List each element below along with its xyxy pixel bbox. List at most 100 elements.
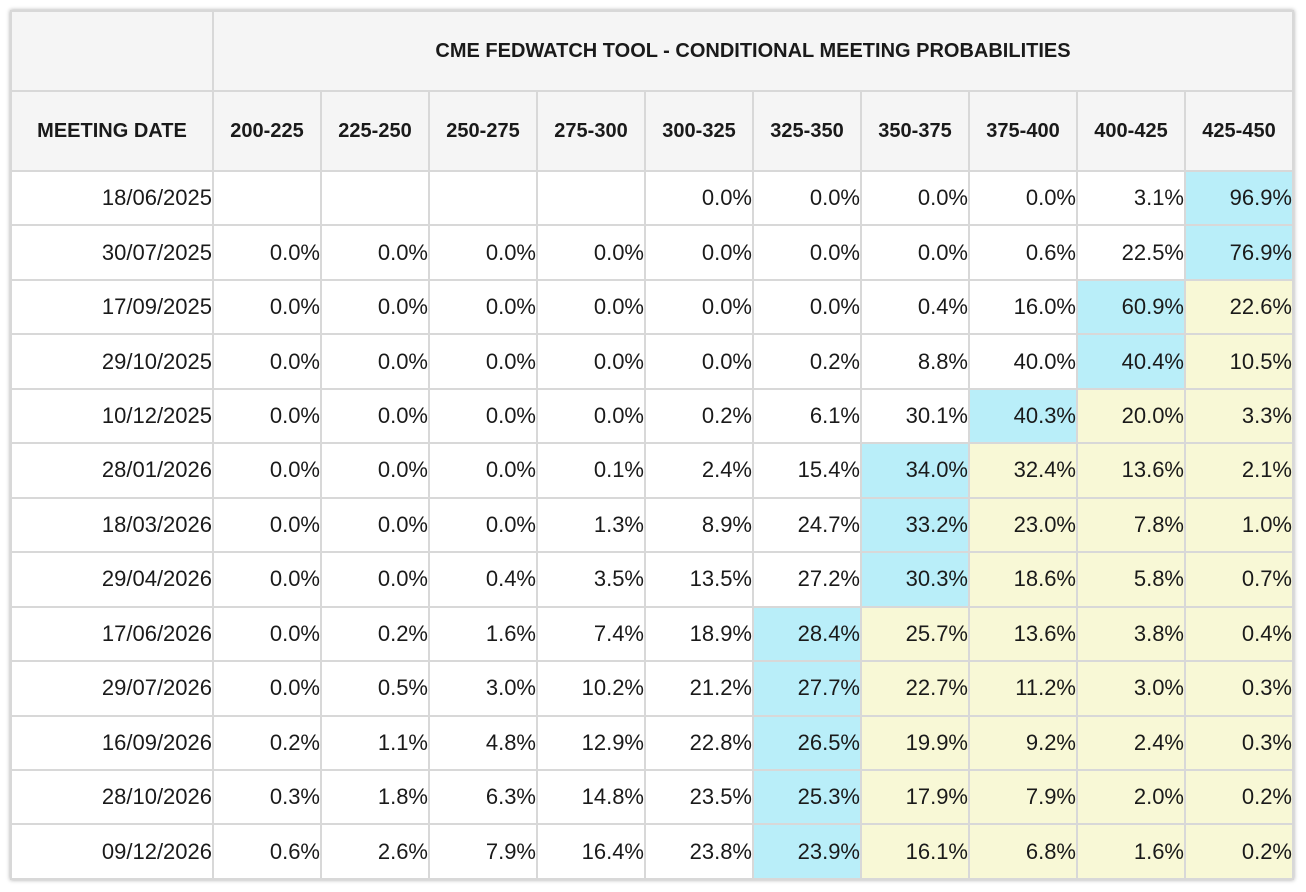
probability-cell: 12.9% [536,714,646,771]
probability-cell: 0.0% [644,224,754,281]
probability-cell: 0.0% [320,551,430,608]
fedwatch-table-frame: CME FEDWATCH TOOL - CONDITIONAL MEETING … [10,10,1294,880]
probability-cell: 0.0% [212,605,322,663]
probability-cell-above-mode: 7.9% [968,768,1078,826]
probability-cell: 0.0% [212,442,322,499]
probability-cell: 0.5% [320,660,430,717]
probability-cell: 0.0% [968,169,1078,227]
probability-cell-mode: 76.9% [1184,224,1294,281]
meeting-date-cell: 29/10/2025 [10,333,214,390]
rate-range-header: 400-425 [1076,90,1186,172]
rate-range-header: 275-300 [536,90,646,172]
probability-cell-above-mode: 13.6% [1076,442,1186,499]
meeting-date-cell: 30/07/2025 [10,224,214,281]
probability-cell: 0.0% [644,333,754,390]
table-row: 16/09/2026 0.2% 1.1% 4.8% 12.9% 22.8% 26.5% 19.… [10,714,1294,771]
probability-cell: 16.0% [968,278,1078,336]
probability-cell: 14.8% [536,768,646,826]
probability-cell: 0.0% [320,333,430,390]
probability-cell: 0.0% [536,387,646,445]
probability-cell: 7.9% [428,823,538,880]
probability-cell-above-mode: 16.1% [860,823,970,880]
probability-cell: 1.8% [320,768,430,826]
probability-cell: 10.2% [536,660,646,717]
table-row: 29/04/2026 0.0% 0.0% 0.4% 3.5% 13.5% 27.2% 30.3… [10,551,1294,608]
probability-cell: 0.0% [212,387,322,445]
meeting-date-cell: 17/06/2026 [10,605,214,663]
probability-cell-above-mode: 0.7% [1184,551,1294,608]
corner-cell [10,10,214,92]
table-row: 28/01/2026 0.0% 0.0% 0.0% 0.1% 2.4% 15.4% 34.0%… [10,442,1294,499]
probability-cell-above-mode: 2.1% [1184,442,1294,499]
meeting-date-cell: 18/03/2026 [10,496,214,554]
probability-cell: 0.0% [320,224,430,281]
probability-cell: 0.0% [752,169,862,227]
probability-cell: 3.1% [1076,169,1186,227]
rate-range-header: 250-275 [428,90,538,172]
probability-cell: 0.6% [968,224,1078,281]
meeting-date-cell: 17/09/2025 [10,278,214,336]
meeting-date-cell: 28/10/2026 [10,768,214,826]
probability-cell-mode: 28.4% [752,605,862,663]
probability-cell: 0.6% [212,823,322,880]
probability-cell: 8.8% [860,333,970,390]
table-row: 28/10/2026 0.3% 1.8% 6.3% 14.8% 23.5% 25.3% 17.… [10,768,1294,826]
table-row: 29/07/2026 0.0% 0.5% 3.0% 10.2% 21.2% 27.7% 22.… [10,660,1294,717]
probability-cell-above-mode: 19.9% [860,714,970,771]
probability-cell-above-mode: 6.8% [968,823,1078,880]
probability-cell: 7.4% [536,605,646,663]
table-row: 29/10/2025 0.0% 0.0% 0.0% 0.0% 0.0% 0.2% 8.8% 40… [10,333,1294,390]
probability-cell-mode: 96.9% [1184,169,1294,227]
meeting-date-header: MEETING DATE [10,90,214,172]
probability-cell-above-mode: 10.5% [1184,333,1294,390]
meeting-date-cell: 18/06/2025 [10,169,214,227]
table-row: 18/06/2025 0.0% 0.0% 0.0% 0.0% 3.1% 96.9% [10,169,1294,227]
probability-cell-mode: 27.7% [752,660,862,717]
probability-cell: 1.3% [536,496,646,554]
probability-cell-above-mode: 2.4% [1076,714,1186,771]
probability-cell-above-mode: 7.8% [1076,496,1186,554]
probability-cell-above-mode: 9.2% [968,714,1078,771]
probability-cell: 0.2% [212,714,322,771]
probability-cell-above-mode: 23.0% [968,496,1078,554]
probability-cell-mode: 40.3% [968,387,1078,445]
probability-cell: 0.2% [752,333,862,390]
table-body: 18/06/2025 0.0% 0.0% 0.0% 0.0% 3.1% 96.9% 30/07… [10,169,1294,880]
rate-range-header: 300-325 [644,90,754,172]
meeting-date-cell: 09/12/2026 [10,823,214,880]
probability-cell-above-mode: 1.6% [1076,823,1186,880]
probability-cell: 0.4% [428,551,538,608]
meeting-date-cell: 29/04/2026 [10,551,214,608]
probability-cell: 0.0% [212,551,322,608]
probability-cell: 3.5% [536,551,646,608]
probability-cell: 0.0% [752,278,862,336]
rate-range-header: 350-375 [860,90,970,172]
meeting-date-cell: 29/07/2026 [10,660,214,717]
probability-cell: 0.0% [428,496,538,554]
table-row: 17/09/2025 0.0% 0.0% 0.0% 0.0% 0.0% 0.0% 0.4% 16… [10,278,1294,336]
probability-cell [320,169,430,227]
rate-range-header: 425-450 [1184,90,1294,172]
probability-cell: 0.0% [428,442,538,499]
probability-cell: 0.4% [860,278,970,336]
probability-cell-above-mode: 18.6% [968,551,1078,608]
probability-cell-above-mode: 25.7% [860,605,970,663]
probability-cell: 0.0% [320,387,430,445]
probability-cell-above-mode: 0.4% [1184,605,1294,663]
probability-table: CME FEDWATCH TOOL - CONDITIONAL MEETING … [10,10,1294,880]
probability-cell: 40.0% [968,333,1078,390]
probability-cell: 0.0% [428,387,538,445]
probability-cell: 0.0% [212,660,322,717]
probability-cell-above-mode: 2.0% [1076,768,1186,826]
probability-cell-mode: 60.9% [1076,278,1186,336]
table-row: 17/06/2026 0.0% 0.2% 1.6% 7.4% 18.9% 28.4% 25.7… [10,605,1294,663]
probability-cell-above-mode: 3.8% [1076,605,1186,663]
probability-cell: 23.5% [644,768,754,826]
rate-range-header: 225-250 [320,90,430,172]
probability-cell [212,169,322,227]
rate-range-header: 325-350 [752,90,862,172]
table-row: 10/12/2025 0.0% 0.0% 0.0% 0.0% 0.2% 6.1% 30.1% 4… [10,387,1294,445]
probability-cell-above-mode: 0.3% [1184,714,1294,771]
probability-cell: 1.1% [320,714,430,771]
probability-cell-above-mode: 32.4% [968,442,1078,499]
